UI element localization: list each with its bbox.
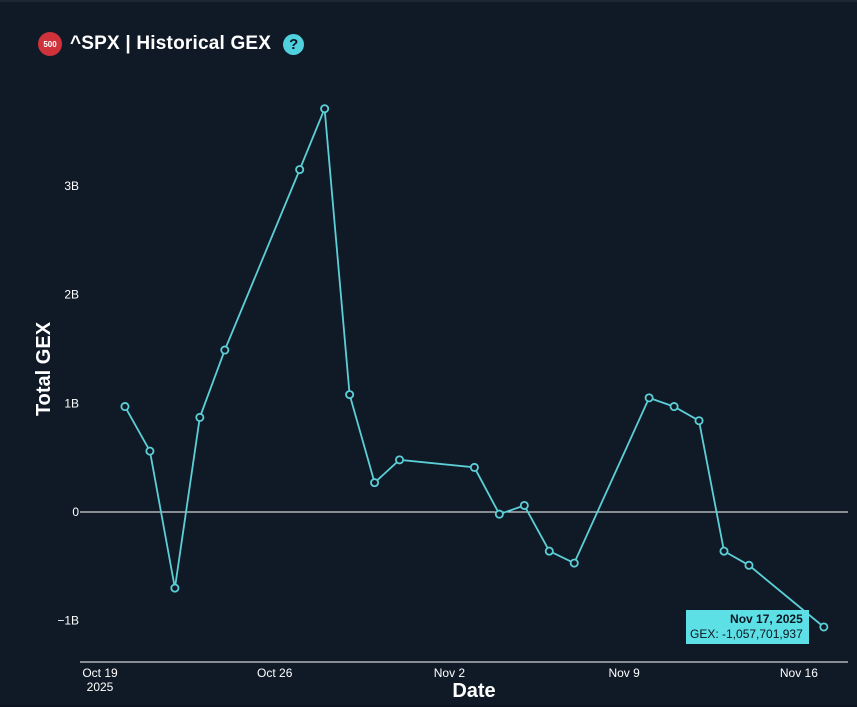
data-point[interactable]	[220, 345, 230, 355]
data-points	[120, 104, 829, 632]
data-point[interactable]	[345, 390, 355, 400]
data-point[interactable]	[819, 622, 829, 632]
data-point[interactable]	[494, 509, 504, 519]
series-line	[124, 108, 825, 628]
data-point[interactable]	[295, 165, 305, 175]
data-point[interactable]	[145, 446, 155, 456]
x-tick-label: Nov 9	[608, 666, 640, 680]
x-tick-label: Nov 16	[780, 666, 818, 680]
data-point[interactable]	[395, 455, 405, 465]
data-point[interactable]	[719, 546, 729, 556]
x-axis-title: Date	[452, 680, 495, 702]
hover-tooltip: Nov 17, 2025 GEX: -1,057,701,937	[686, 610, 809, 644]
x-tick-label: Oct 19 2025	[82, 666, 118, 694]
y-tick-label: 0	[72, 505, 79, 519]
data-point[interactable]	[519, 500, 529, 510]
data-point[interactable]	[469, 462, 479, 472]
data-point[interactable]	[544, 546, 554, 556]
y-axis-ticks: 3B 2B 1B 0 −1B	[57, 179, 79, 628]
chart-header: 500 ^SPX | Historical GEX ?	[38, 30, 305, 58]
y-axis-title: Total GEX	[33, 321, 55, 416]
data-point[interactable]	[120, 402, 130, 412]
data-point[interactable]	[694, 416, 704, 426]
tooltip-date: Nov 17, 2025	[730, 612, 803, 626]
data-point[interactable]	[569, 558, 579, 568]
tooltip-value: GEX: -1,057,701,937	[690, 627, 803, 641]
data-point[interactable]	[669, 402, 679, 412]
x-axis-ticks: Oct 19 2025 Oct 26 Nov 2 Nov 9 Nov 16	[82, 666, 818, 694]
data-point[interactable]	[370, 478, 380, 488]
data-point[interactable]	[320, 104, 330, 114]
chart-title: ^SPX | Historical GEX	[70, 33, 272, 54]
x-tick-label: Oct 26	[257, 666, 293, 680]
x-tick-label: Nov 2	[434, 666, 466, 680]
y-tick-label: 3B	[64, 179, 79, 193]
y-tick-label: −1B	[57, 614, 79, 628]
data-point[interactable]	[195, 412, 205, 422]
data-point[interactable]	[744, 560, 754, 570]
y-tick-label: 2B	[64, 288, 79, 302]
data-point[interactable]	[170, 583, 180, 593]
y-tick-label: 1B	[64, 396, 79, 410]
help-icon[interactable]: ?	[283, 33, 305, 55]
data-point[interactable]	[644, 393, 654, 403]
spx-500-badge-icon: 500	[38, 32, 62, 56]
